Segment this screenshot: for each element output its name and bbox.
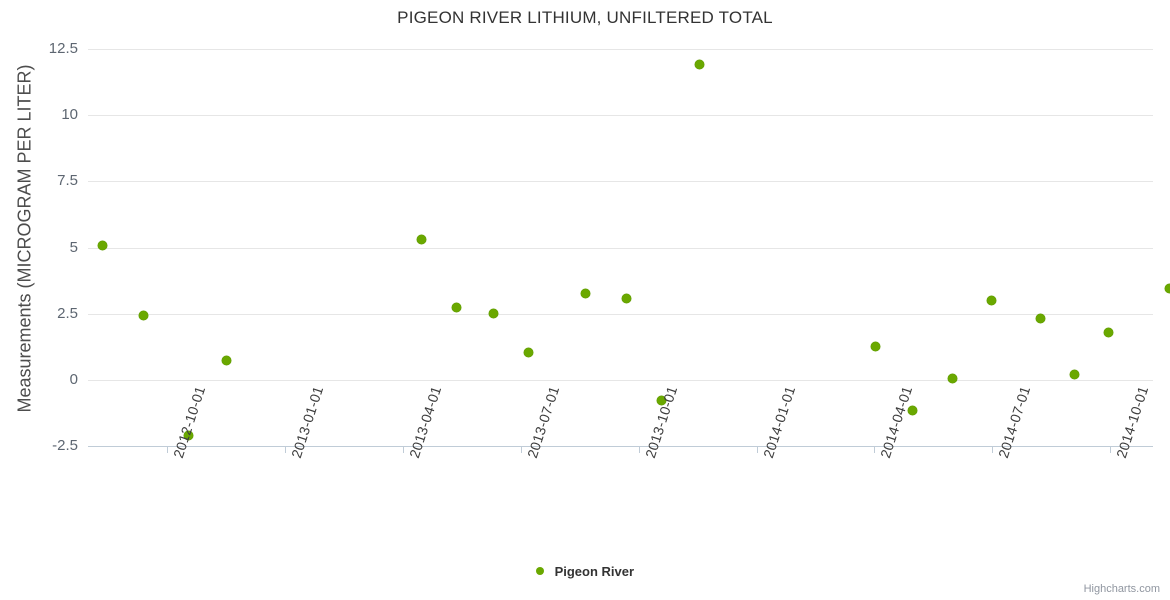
data-point[interactable] (1104, 327, 1114, 337)
y-tick-label: 0 (69, 370, 78, 388)
data-point[interactable] (986, 296, 996, 306)
chart-title: PIGEON RIVER LITHIUM, UNFILTERED TOTAL (397, 8, 773, 27)
data-point[interactable] (489, 309, 499, 319)
data-point[interactable] (581, 288, 591, 298)
x-tick-mark (874, 447, 876, 453)
x-tick-mark (992, 447, 994, 453)
x-tick-label: 2013-07-01 (523, 384, 562, 460)
x-tick-label: 2014-04-01 (877, 384, 916, 460)
x-tick-mark (402, 447, 404, 453)
legend-item-pigeon-river[interactable]: Pigeon River (535, 563, 635, 580)
data-point[interactable] (451, 302, 461, 312)
chart-legend: Pigeon River (0, 563, 1170, 579)
gridline (88, 181, 1153, 183)
x-axis-line (88, 446, 1153, 447)
x-tick-mark (167, 447, 168, 453)
x-tick-label: 2013-04-01 (405, 384, 445, 460)
data-point[interactable] (1165, 284, 1170, 294)
legend-item-label: Pigeon River (554, 564, 635, 580)
data-point[interactable] (221, 356, 231, 366)
data-point[interactable] (417, 235, 427, 245)
x-tick-label: 2013-01-01 (287, 384, 327, 460)
data-point[interactable] (184, 431, 194, 441)
y-tick-label: 2.5 (57, 304, 78, 322)
y-tick-label: -2.5 (52, 437, 78, 454)
data-point[interactable] (97, 241, 107, 251)
x-tick-mark (284, 447, 286, 453)
x-tick-mark (1110, 447, 1112, 453)
y-tick-label: 7.5 (57, 172, 78, 190)
gridline (88, 115, 1153, 117)
data-point[interactable] (908, 405, 918, 415)
y-tick-label: 10 (61, 106, 78, 124)
x-tick-label: 2014-10-01 (1113, 384, 1152, 460)
gridline (88, 49, 1153, 50)
gridline (88, 247, 1153, 249)
data-point[interactable] (622, 293, 632, 303)
data-point[interactable] (948, 374, 958, 383)
x-tick-label: 2014-01-01 (759, 384, 798, 460)
y-tick-label: 12.5 (48, 40, 78, 57)
data-point[interactable] (694, 60, 704, 70)
data-point[interactable] (1069, 370, 1079, 380)
x-tick-mark (638, 447, 640, 453)
data-point[interactable] (870, 341, 880, 351)
data-point[interactable] (1035, 313, 1045, 323)
y-tick-label: 5 (69, 238, 78, 256)
data-point[interactable] (524, 347, 534, 357)
x-tick-label: 2014-07-01 (995, 384, 1034, 460)
x-tick-label: 2012-10-01 (170, 384, 209, 460)
credits-label[interactable]: Highcharts.com (1083, 583, 1160, 595)
data-point[interactable] (139, 311, 149, 321)
legend-marker-icon (535, 566, 544, 575)
x-tick-label: 2013-10-01 (641, 384, 680, 460)
data-point[interactable] (657, 395, 667, 405)
gridline (88, 379, 1153, 381)
x-tick-mark (520, 447, 522, 453)
x-tick-mark (756, 447, 758, 453)
gridline (88, 313, 1153, 315)
